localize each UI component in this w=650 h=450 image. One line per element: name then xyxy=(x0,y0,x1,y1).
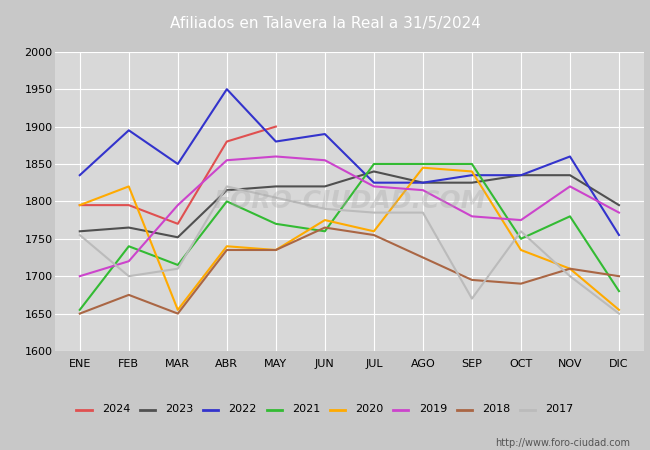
Text: Afiliados en Talavera la Real a 31/5/2024: Afiliados en Talavera la Real a 31/5/202… xyxy=(170,16,480,31)
Text: 2018: 2018 xyxy=(482,405,510,414)
Text: 2019: 2019 xyxy=(419,405,447,414)
Text: http://www.foro-ciudad.com: http://www.foro-ciudad.com xyxy=(495,438,630,448)
Text: 2024: 2024 xyxy=(102,405,130,414)
Text: 2017: 2017 xyxy=(545,405,574,414)
Text: FORO-CIUDAD.COM: FORO-CIUDAD.COM xyxy=(213,189,486,213)
Text: 2020: 2020 xyxy=(356,405,383,414)
Text: 2021: 2021 xyxy=(292,405,320,414)
Text: 2023: 2023 xyxy=(165,405,194,414)
Text: 2022: 2022 xyxy=(229,405,257,414)
